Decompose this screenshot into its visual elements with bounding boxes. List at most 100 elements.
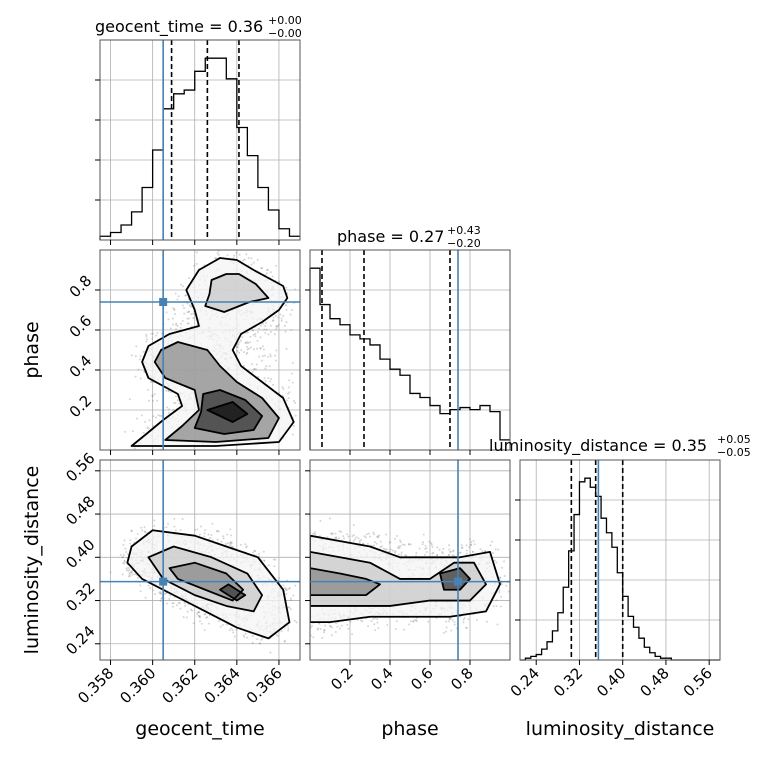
pair-phase-luminosity_distance-sample <box>374 541 377 544</box>
pair-geocent_time-phase-sample <box>253 368 256 371</box>
pair-phase-luminosity_distance-sample <box>452 549 455 552</box>
pair-geocent_time-phase-sample <box>142 431 145 434</box>
pair-geocent_time-luminosity_distance-sample <box>231 629 234 632</box>
pair-geocent_time-phase-sample <box>160 332 163 335</box>
pair-phase-luminosity_distance-sample <box>449 617 452 620</box>
pair-geocent_time-luminosity_distance-ytick-label-0: 0.24 <box>62 622 98 658</box>
histogram-phase <box>309 267 510 450</box>
pair-phase-luminosity_distance-sample <box>297 618 299 620</box>
pair-phase-luminosity_distance-sample <box>448 548 451 551</box>
pair-geocent_time-luminosity_distance-sample <box>292 594 295 597</box>
pair-geocent_time-luminosity_distance-sample <box>197 614 200 617</box>
pair-geocent_time-luminosity_distance-sample <box>159 591 162 594</box>
pair-geocent_time-luminosity_distance-sample <box>154 593 157 596</box>
pair-phase-luminosity_distance-sample <box>391 549 394 552</box>
pair-geocent_time-luminosity_distance-sample <box>178 602 181 605</box>
pair-phase-luminosity_distance-sample <box>415 552 418 555</box>
pair-phase-luminosity_distance-sample <box>346 533 349 536</box>
pair-phase-luminosity_distance-sample <box>377 627 380 630</box>
pair-phase-luminosity_distance-sample <box>305 626 307 628</box>
pair-phase-luminosity_distance-sample <box>354 538 357 541</box>
pair-phase-luminosity_distance-sample <box>367 625 370 628</box>
diag-luminosity_distance-xtick-label-3: 0.48 <box>636 664 672 700</box>
pair-geocent_time-luminosity_distance-sample <box>147 584 150 587</box>
pair-phase-luminosity_distance-sample <box>358 540 361 543</box>
pair-geocent_time-phase-sample <box>275 264 278 267</box>
pair-phase-luminosity_distance-sample <box>334 631 337 634</box>
pair-geocent_time-phase-sample <box>280 319 283 322</box>
title-distance-sup: +0.05 <box>717 433 751 446</box>
pair-geocent_time-luminosity_distance-sample <box>228 629 231 632</box>
diag-luminosity_distance-frame <box>519 459 721 661</box>
pair-geocent_time-phase-sample <box>257 327 260 330</box>
pair-geocent_time-luminosity_distance-sample <box>222 535 225 538</box>
pair-geocent_time-phase-sample <box>271 275 274 278</box>
pair-geocent_time-phase-sample <box>173 401 176 404</box>
pair-geocent_time-phase-sample <box>175 328 178 331</box>
pair-geocent_time-luminosity_distance-plot-area <box>100 460 300 660</box>
pair-geocent_time-phase-sample <box>190 313 193 316</box>
pair-geocent_time-phase-sample <box>284 304 287 307</box>
pair-phase-luminosity_distance-sample <box>351 633 354 636</box>
pair-phase-luminosity_distance-sample <box>421 543 424 546</box>
pair-phase-luminosity_distance-sample <box>465 552 468 555</box>
pair-geocent_time-phase-sample <box>237 343 240 346</box>
pair-phase-luminosity_distance-sample <box>447 620 450 623</box>
pair-geocent_time-phase-sample <box>267 333 270 336</box>
pair-phase-luminosity_distance-sample <box>382 547 385 550</box>
pair-geocent_time-luminosity_distance-sample <box>163 592 166 595</box>
pair-geocent_time-phase-sample <box>291 361 294 364</box>
pair-phase-luminosity_distance-sample <box>513 585 515 587</box>
diag-luminosity_distance-xtick-label-2: 0.40 <box>593 664 629 700</box>
pair-geocent_time-luminosity_distance-sample <box>160 596 163 599</box>
pair-geocent_time-luminosity_distance-sample <box>174 529 177 532</box>
pair-phase-luminosity_distance-sample <box>436 554 439 557</box>
pair-phase-luminosity_distance-plot-area <box>297 460 515 660</box>
pair-phase-luminosity_distance-sample <box>338 627 341 630</box>
pair-geocent_time-phase-sample <box>135 417 138 420</box>
pair-geocent_time-phase-sample <box>173 308 176 311</box>
pair-phase-luminosity_distance-sample <box>503 560 506 563</box>
pair-geocent_time-phase-sample <box>261 354 264 357</box>
pair-geocent_time-luminosity_distance-sample <box>184 604 187 607</box>
pair-geocent_time-luminosity_distance-sample <box>289 608 292 611</box>
pair-phase-luminosity_distance-sample <box>321 637 324 640</box>
pair-geocent_time-phase-sample <box>152 332 155 335</box>
pair-geocent_time-phase-sample <box>301 419 303 421</box>
pair-geocent_time-phase-sample <box>142 350 145 353</box>
pair-geocent_time-luminosity_distance-sample <box>233 635 236 638</box>
pair-phase-luminosity_distance-sample <box>385 548 388 551</box>
pair-geocent_time-luminosity_distance-sample <box>128 572 131 575</box>
pair-geocent_time-phase-sample <box>287 392 290 395</box>
pair-geocent_time-phase-sample <box>131 430 134 433</box>
pair-geocent_time-phase-sample <box>188 304 191 307</box>
pair-geocent_time-luminosity_distance-sample <box>226 533 229 536</box>
pair-geocent_time-luminosity_distance-sample <box>127 553 130 556</box>
pair-geocent_time-phase-sample <box>260 267 263 270</box>
pair-phase-luminosity_distance-sample <box>494 548 497 551</box>
pair-phase-luminosity_distance-sample <box>448 618 451 621</box>
pair-geocent_time-phase-sample <box>165 389 168 392</box>
pair-geocent_time-phase-sample <box>236 349 239 352</box>
pair-geocent_time-luminosity_distance-sample <box>136 532 139 535</box>
pair-phase-luminosity_distance-sample <box>394 550 397 553</box>
pair-phase-luminosity_distance-sample <box>425 551 428 554</box>
pair-geocent_time-phase-sample <box>262 322 265 325</box>
pair-phase-luminosity_distance-sample <box>497 548 500 551</box>
pair-geocent_time-phase-sample <box>264 331 267 334</box>
pair-phase-luminosity_distance-sample <box>377 535 380 538</box>
pair-geocent_time-phase-ytick-label-2: 0.6 <box>66 312 96 342</box>
pair-geocent_time-phase-sample <box>148 399 151 402</box>
pair-phase-luminosity_distance-sample <box>441 552 444 555</box>
pair-geocent_time-phase-sample <box>150 332 153 335</box>
pair-geocent_time-phase-sample <box>237 345 240 348</box>
pair-phase-luminosity_distance-sample <box>357 537 360 540</box>
pair-phase-luminosity_distance-sample <box>425 547 428 550</box>
pair-phase-luminosity_distance-sample <box>449 550 452 553</box>
pair-geocent_time-phase-sample <box>292 424 295 427</box>
pair-geocent_time-luminosity_distance-sample <box>171 602 174 605</box>
pair-geocent_time-phase-sample <box>246 341 249 344</box>
pair-phase-luminosity_distance-sample <box>338 530 341 533</box>
pair-geocent_time-luminosity_distance-sample <box>231 545 234 548</box>
pair-geocent_time-luminosity_distance-xtick-label-4: 0.366 <box>243 664 286 707</box>
